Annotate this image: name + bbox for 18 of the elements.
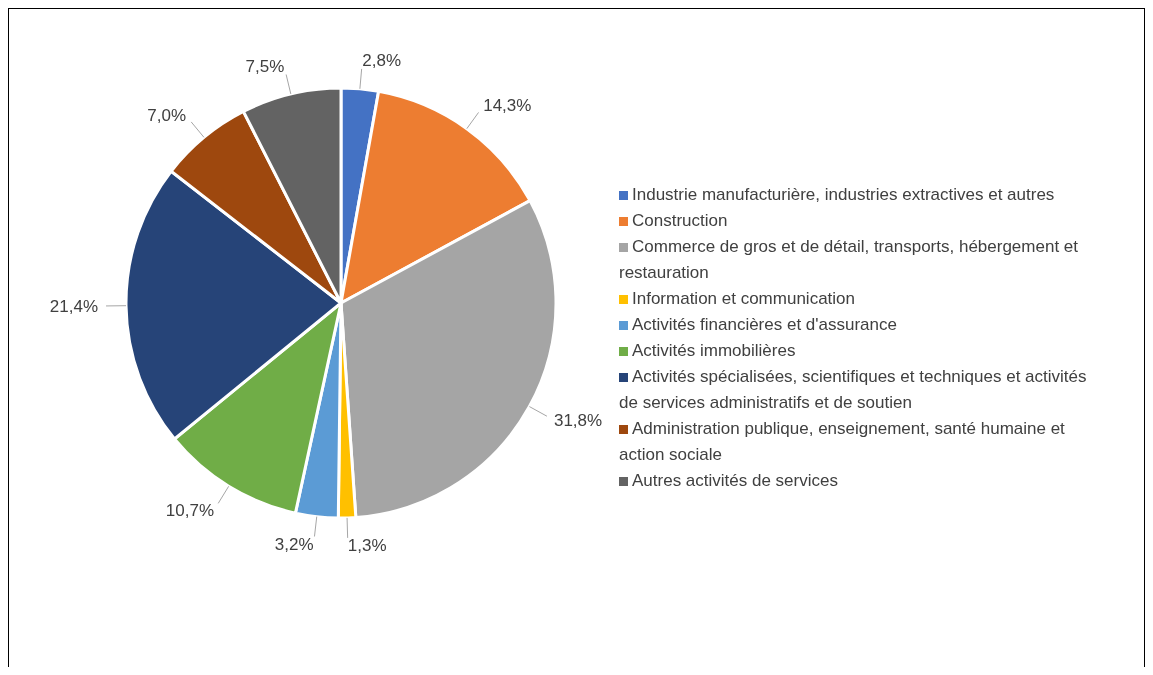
data-label: 2,8% <box>362 51 402 71</box>
legend-label: Autres activités de services <box>632 471 838 490</box>
data-label: 31,8% <box>553 410 603 430</box>
data-label: 14,3% <box>483 96 532 116</box>
legend-label: Construction <box>632 211 728 230</box>
legend-label: Information et communication <box>632 289 855 308</box>
legend-label: Activités immobilières <box>632 341 796 360</box>
data-label: 7,5% <box>245 57 285 77</box>
data-label: 10,7% <box>165 500 215 520</box>
data-label: 21,4% <box>49 296 99 316</box>
legend-label: Administration publique, enseignement, santé humaine et action sociale <box>619 419 1065 464</box>
legend-label: Commerce de gros et de détail, transports, hébergement et restauration <box>619 237 1079 282</box>
legend-label: Activités financières et d'assurance <box>632 315 897 334</box>
data-label: 1,3% <box>347 536 387 556</box>
legend-label: Industrie manufacturière, industries extractives et autres <box>632 185 1055 204</box>
data-label: 3,2% <box>274 534 314 554</box>
legend-label: Activités spécialisées, scientifiques et techniques et activités de services administratifs et de soutien <box>619 367 1087 412</box>
data-label: 7,0% <box>147 106 187 126</box>
